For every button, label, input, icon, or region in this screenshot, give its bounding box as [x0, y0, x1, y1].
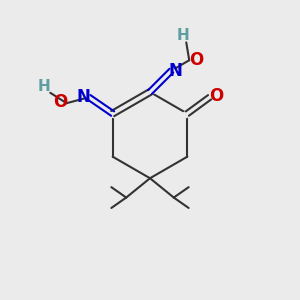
Text: H: H — [177, 28, 190, 44]
Text: H: H — [38, 79, 51, 94]
Text: N: N — [169, 61, 183, 80]
Text: O: O — [189, 51, 203, 69]
Text: O: O — [209, 87, 223, 105]
Text: O: O — [53, 93, 67, 111]
Text: N: N — [76, 88, 91, 106]
